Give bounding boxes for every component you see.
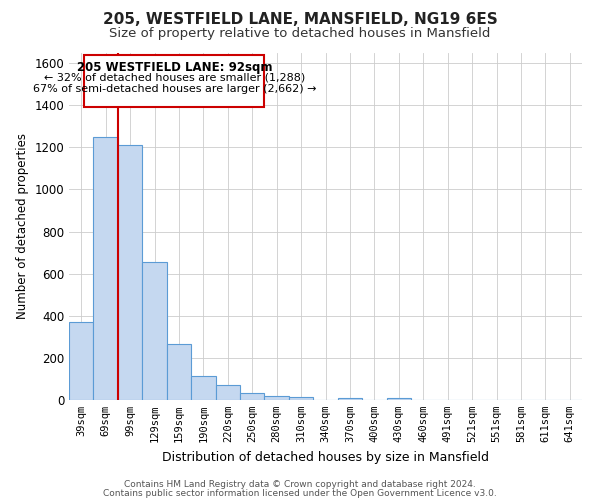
- Bar: [118, 145, 142, 400]
- Text: ← 32% of detached houses are smaller (1,288): ← 32% of detached houses are smaller (1,…: [44, 72, 305, 83]
- Bar: [191, 376, 215, 400]
- Bar: [338, 398, 362, 400]
- Bar: [386, 398, 411, 400]
- Bar: [142, 262, 167, 400]
- Text: Size of property relative to detached houses in Mansfield: Size of property relative to detached ho…: [109, 28, 491, 40]
- Text: Contains HM Land Registry data © Crown copyright and database right 2024.: Contains HM Land Registry data © Crown c…: [124, 480, 476, 489]
- Text: 205, WESTFIELD LANE, MANSFIELD, NG19 6ES: 205, WESTFIELD LANE, MANSFIELD, NG19 6ES: [103, 12, 497, 28]
- Text: Contains public sector information licensed under the Open Government Licence v3: Contains public sector information licen…: [103, 489, 497, 498]
- Bar: [265, 396, 289, 400]
- Bar: [94, 136, 118, 400]
- Y-axis label: Number of detached properties: Number of detached properties: [16, 133, 29, 320]
- Text: 67% of semi-detached houses are larger (2,662) →: 67% of semi-detached houses are larger (…: [32, 84, 316, 94]
- Bar: [215, 386, 240, 400]
- X-axis label: Distribution of detached houses by size in Mansfield: Distribution of detached houses by size …: [162, 450, 489, 464]
- Bar: [69, 322, 94, 400]
- Bar: [167, 344, 191, 400]
- FancyBboxPatch shape: [84, 54, 265, 108]
- Bar: [240, 392, 265, 400]
- Bar: [289, 397, 313, 400]
- Text: 205 WESTFIELD LANE: 92sqm: 205 WESTFIELD LANE: 92sqm: [77, 60, 272, 74]
